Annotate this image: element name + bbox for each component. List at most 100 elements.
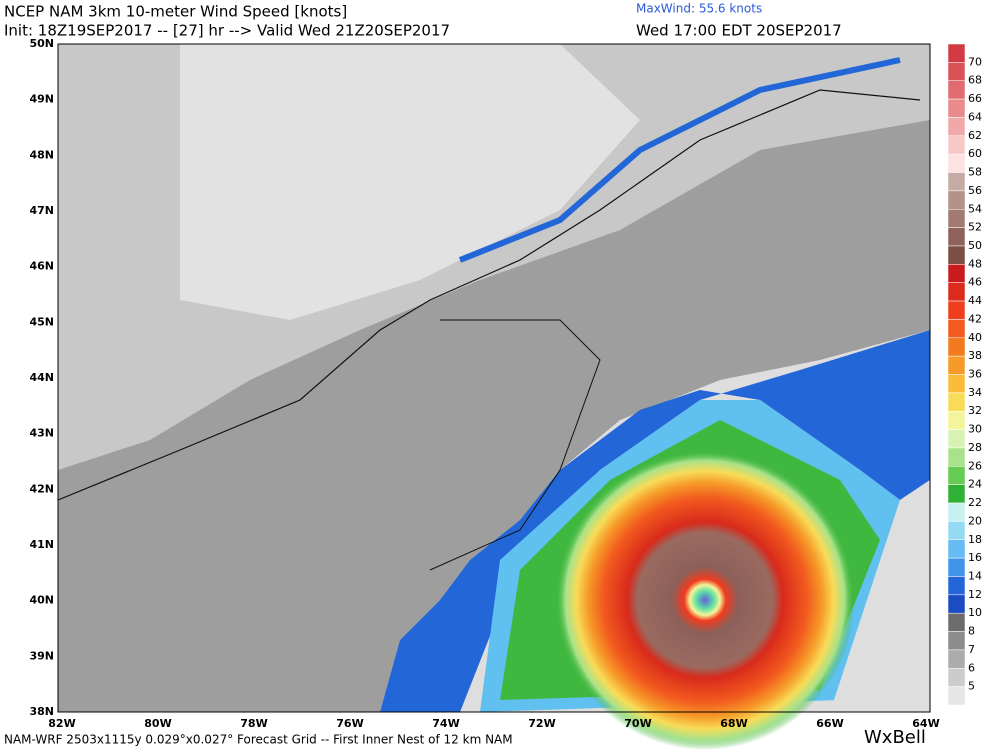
colorbar-label: 16 (968, 551, 982, 564)
colorbar-label: 6 (968, 661, 975, 674)
lat-label: 46N (29, 260, 54, 273)
colorbar-label: 44 (968, 294, 982, 307)
colorbar-label: 42 (968, 312, 982, 325)
colorbar-label: 62 (968, 129, 982, 142)
colorbar-label: 8 (968, 625, 975, 638)
colorbar-label: 34 (968, 386, 982, 399)
colorbar-label: 56 (968, 184, 982, 197)
color-box (947, 392, 966, 412)
color-box (947, 43, 966, 63)
color-box (947, 649, 966, 669)
lon-label: 64W (912, 717, 939, 730)
max-wind: MaxWind: 55.6 knots (636, 2, 762, 16)
lon-label: 74W (432, 717, 459, 730)
coastline (429, 319, 601, 571)
lat-label: 42N (29, 482, 54, 495)
colorbar-label: 66 (968, 92, 982, 105)
lat-label: 39N (29, 649, 54, 662)
color-box (947, 227, 966, 247)
color-box (947, 612, 966, 632)
color-box (947, 319, 966, 339)
color-box (947, 337, 966, 357)
lat-label: 47N (29, 204, 54, 217)
lat-label: 38N (29, 705, 54, 718)
lat-label: 43N (29, 427, 54, 440)
color-box (947, 190, 966, 210)
color-box (947, 410, 966, 430)
colorbar-label: 64 (968, 110, 982, 123)
colorbar-label: 28 (968, 441, 982, 454)
colorbar-label: 30 (968, 423, 982, 436)
lon-label: 76W (336, 717, 363, 730)
lat-label: 44N (29, 371, 54, 384)
color-box (947, 686, 966, 706)
color-box (947, 466, 966, 485)
color-box (947, 502, 966, 522)
color-box (947, 300, 966, 320)
colorbar-label: 12 (968, 588, 982, 601)
color-box (947, 484, 966, 504)
colorbar-label: 18 (968, 533, 982, 546)
lat-label: 48N (29, 148, 54, 161)
lat-label: 45N (29, 315, 54, 328)
coastal-wind (380, 330, 930, 712)
colorbar-label: 50 (968, 239, 982, 252)
color-box (947, 521, 966, 541)
color-box (947, 374, 966, 394)
lon-label: 72W (528, 717, 555, 730)
colorbar: 7068666462605856545250484644424038363432… (947, 43, 982, 706)
color-box (947, 576, 966, 596)
colorbar-label: 70 (968, 55, 982, 68)
color-box (947, 264, 966, 283)
color-box (947, 355, 966, 375)
color-box (947, 557, 966, 577)
colorbar-label: 54 (968, 202, 982, 215)
colorbar-label: 48 (968, 257, 982, 270)
map (57, 43, 931, 750)
colorbar-label: 68 (968, 74, 982, 87)
quebec-light (180, 44, 640, 320)
colorbar-label: 26 (968, 459, 982, 472)
color-box (947, 117, 966, 137)
color-box (947, 631, 966, 651)
lon-label: 82W (48, 717, 75, 730)
map-frame (57, 43, 931, 713)
colorbar-label: 52 (968, 221, 982, 234)
colorbar-label: 32 (968, 404, 982, 417)
lat-label: 50N (29, 37, 54, 50)
lat-label: 41N (29, 538, 54, 551)
color-box (947, 245, 966, 265)
lon-label: 78W (240, 717, 267, 730)
colorbar-label: 22 (968, 496, 982, 509)
lon-label: 66W (816, 717, 843, 730)
footer: NAM-WRF 2503x1115y 0.029°x0.027° Forecas… (4, 733, 513, 747)
color-box (947, 429, 966, 449)
colorbar-label: 40 (968, 331, 982, 344)
color-box (947, 153, 966, 173)
color-box (947, 282, 966, 302)
colorbar-label: 60 (968, 147, 982, 160)
color-box (947, 594, 966, 614)
colorbar-label: 14 (968, 569, 982, 582)
colorbar-label: 38 (968, 349, 982, 362)
colorbar-label: 20 (968, 514, 982, 527)
hurricane (555, 450, 855, 750)
st-lawrence (458, 57, 901, 263)
lon-label: 68W (720, 717, 747, 730)
lon-label: 80W (144, 717, 171, 730)
outside-domain (830, 480, 930, 712)
color-box (947, 80, 966, 100)
lat-label: 49N (29, 93, 54, 106)
lon-label: 70W (624, 717, 651, 730)
colorbar-label: 10 (968, 606, 982, 619)
title: NCEP NAM 3km 10-meter Wind Speed [knots] (4, 3, 347, 21)
color-box (947, 62, 966, 81)
colorbar-label: 24 (968, 478, 982, 491)
lat-label: 40N (29, 594, 54, 607)
lat-labels: 50N 49N 48N 47N 46N 45N 44N 43N 42N 41N 40N 39N 38N (29, 37, 54, 718)
logo: WxBell (864, 727, 926, 748)
color-box (947, 447, 966, 467)
color-box (947, 668, 966, 687)
